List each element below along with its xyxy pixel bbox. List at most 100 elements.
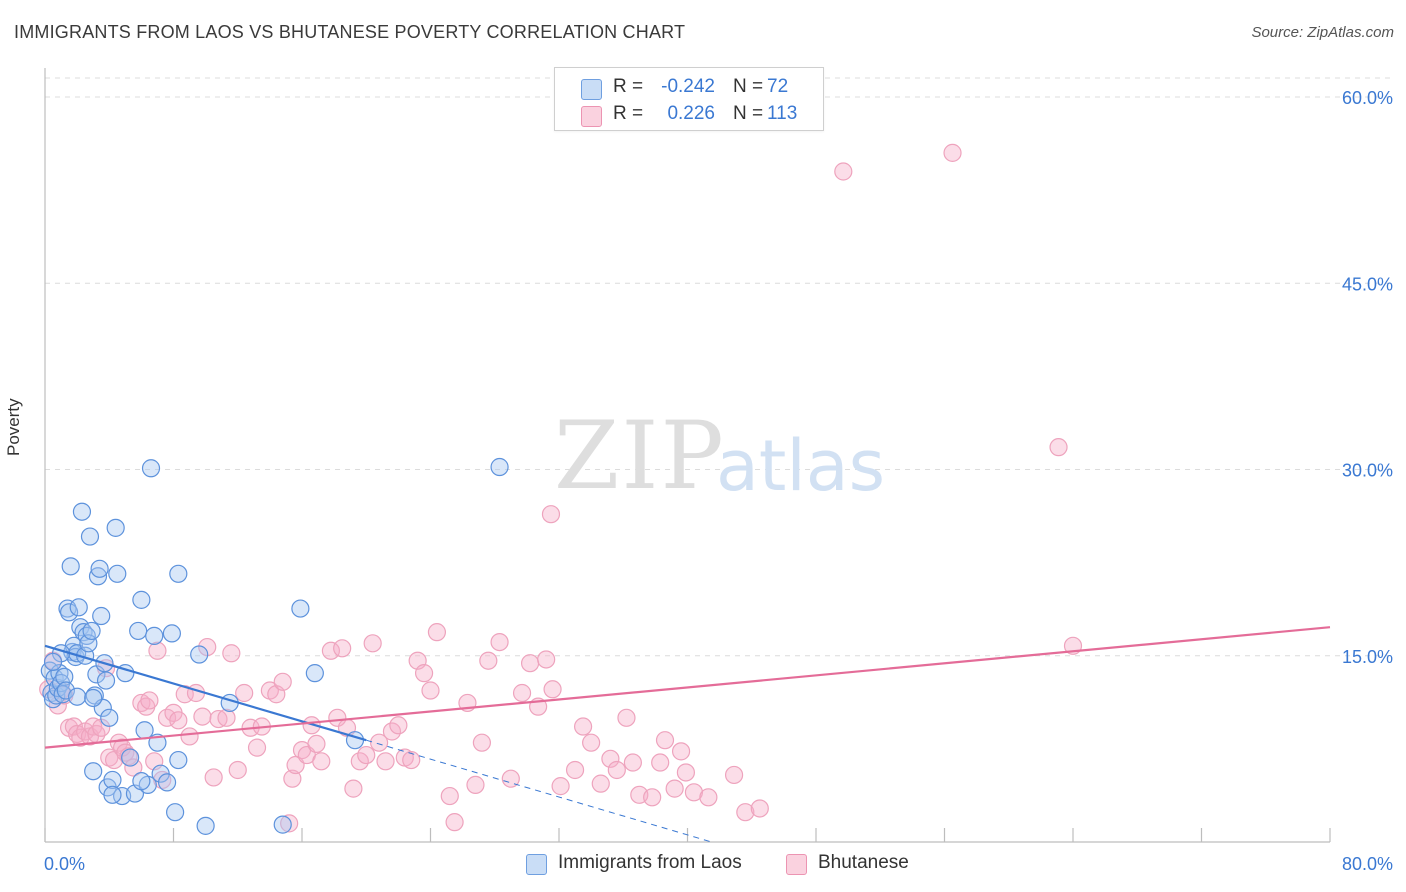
tick-labels: 15.0% 30.0% 45.0% 60.0% 0.0% 80.0%	[44, 88, 1393, 874]
bottom-legend-label-bhutanese: Bhutanese	[818, 852, 909, 873]
data-point-bhutanese	[1049, 438, 1068, 457]
data-point-bhutanese	[466, 775, 485, 794]
data-point-laos	[135, 721, 154, 740]
data-point-bhutanese	[617, 708, 636, 727]
data-point-bhutanese	[169, 711, 188, 730]
legend-n-value: 72	[767, 76, 789, 97]
watermark: ZIP atlas	[554, 402, 885, 511]
data-point-bhutanese	[217, 708, 236, 727]
data-point-bhutanese	[699, 788, 718, 807]
legend-swatch-laos	[581, 79, 602, 100]
data-point-bhutanese	[551, 777, 570, 796]
bottom-legend-swatch-bhutanese	[786, 854, 807, 875]
data-point-bhutanese	[445, 813, 464, 832]
data-point-bhutanese	[389, 716, 408, 735]
y-tick-label: 60.0%	[1342, 88, 1393, 108]
data-point-bhutanese	[541, 505, 561, 524]
data-point-bhutanese	[273, 672, 292, 691]
data-point-bhutanese	[573, 717, 593, 736]
trend-line-laos-extension	[366, 739, 712, 843]
data-point-bhutanese	[440, 786, 459, 806]
data-point-laos	[92, 606, 111, 626]
data-point-laos	[273, 815, 292, 834]
data-point-bhutanese	[193, 707, 212, 726]
legend-n-value: 113	[767, 103, 798, 124]
data-point-bhutanese	[421, 681, 440, 700]
data-point-bhutanese	[180, 727, 199, 746]
data-point-laos	[103, 785, 122, 804]
y-tick-label: 45.0%	[1342, 274, 1393, 294]
data-point-bhutanese	[591, 774, 610, 793]
series-bhutanese	[39, 143, 1083, 833]
data-point-laos	[169, 750, 188, 770]
data-point-laos	[43, 652, 63, 672]
data-point-bhutanese	[623, 753, 642, 772]
source-label: Source: ZipAtlas.com	[1251, 24, 1394, 41]
data-point-bhutanese	[651, 753, 670, 772]
data-point-bhutanese	[520, 654, 540, 673]
data-point-bhutanese	[357, 745, 376, 765]
data-point-laos	[141, 459, 161, 478]
data-point-laos	[145, 626, 164, 645]
legend-r-label: R =	[613, 76, 644, 97]
data-point-bhutanese	[724, 765, 744, 785]
data-point-laos	[72, 502, 92, 521]
data-point-bhutanese	[665, 779, 684, 798]
chart-title: IMMIGRANTS FROM LAOS VS BHUTANESE POVERT…	[14, 22, 686, 42]
data-point-bhutanese	[427, 623, 447, 642]
bottom-legend-label-laos: Immigrants from Laos	[558, 852, 742, 873]
data-point-laos	[69, 598, 88, 617]
data-point-laos	[68, 687, 87, 706]
data-point-bhutanese	[736, 803, 755, 822]
data-point-laos	[96, 671, 116, 690]
data-point-bhutanese	[684, 783, 704, 802]
data-point-laos	[490, 457, 509, 477]
data-point-bhutanese	[370, 733, 389, 752]
grid-lines	[45, 77, 1392, 657]
data-point-bhutanese	[479, 651, 498, 670]
data-point-bhutanese	[414, 664, 434, 683]
watermark-atlas: atlas	[716, 425, 885, 507]
data-point-laos	[88, 567, 108, 586]
data-point-laos	[84, 762, 103, 781]
legend-r-value: -0.242	[661, 76, 715, 97]
data-point-laos	[100, 708, 119, 727]
data-point-laos	[93, 698, 112, 718]
data-point-bhutanese	[402, 750, 421, 770]
data-point-bhutanese	[601, 749, 620, 768]
data-point-bhutanese	[148, 641, 167, 660]
watermark-zip: ZIP	[554, 402, 726, 511]
data-point-bhutanese	[247, 738, 267, 757]
data-point-laos	[169, 564, 188, 583]
data-point-laos	[121, 748, 140, 767]
bottom-legend-swatch-laos	[526, 854, 547, 875]
data-point-bhutanese	[235, 683, 254, 703]
data-point-bhutanese	[537, 650, 556, 669]
data-point-bhutanese	[328, 708, 347, 727]
data-point-laos	[162, 624, 181, 643]
data-point-laos	[129, 621, 148, 641]
trend-line-bhutanese	[44, 626, 1331, 749]
data-point-bhutanese	[943, 143, 962, 162]
data-point-bhutanese	[109, 733, 128, 752]
data-point-bhutanese	[671, 742, 691, 761]
legend-n-label: N =	[733, 76, 764, 97]
data-point-bhutanese	[124, 758, 143, 777]
trend-lines	[44, 626, 1331, 843]
data-point-bhutanese	[501, 769, 520, 788]
legend-n-label: N =	[733, 103, 764, 124]
data-point-bhutanese	[490, 632, 509, 652]
data-point-bhutanese	[643, 788, 662, 807]
data-point-bhutanese	[307, 734, 326, 754]
series-laos	[40, 457, 509, 835]
legend-r-value: 0.226	[667, 103, 715, 124]
data-point-laos	[90, 559, 109, 578]
data-point-laos	[166, 803, 185, 822]
data-point-bhutanese	[280, 814, 299, 833]
data-point-laos	[103, 770, 122, 790]
data-point-laos	[106, 518, 125, 537]
data-point-bhutanese	[565, 760, 585, 780]
trend-line-laos	[44, 644, 367, 742]
data-point-laos	[190, 645, 209, 664]
